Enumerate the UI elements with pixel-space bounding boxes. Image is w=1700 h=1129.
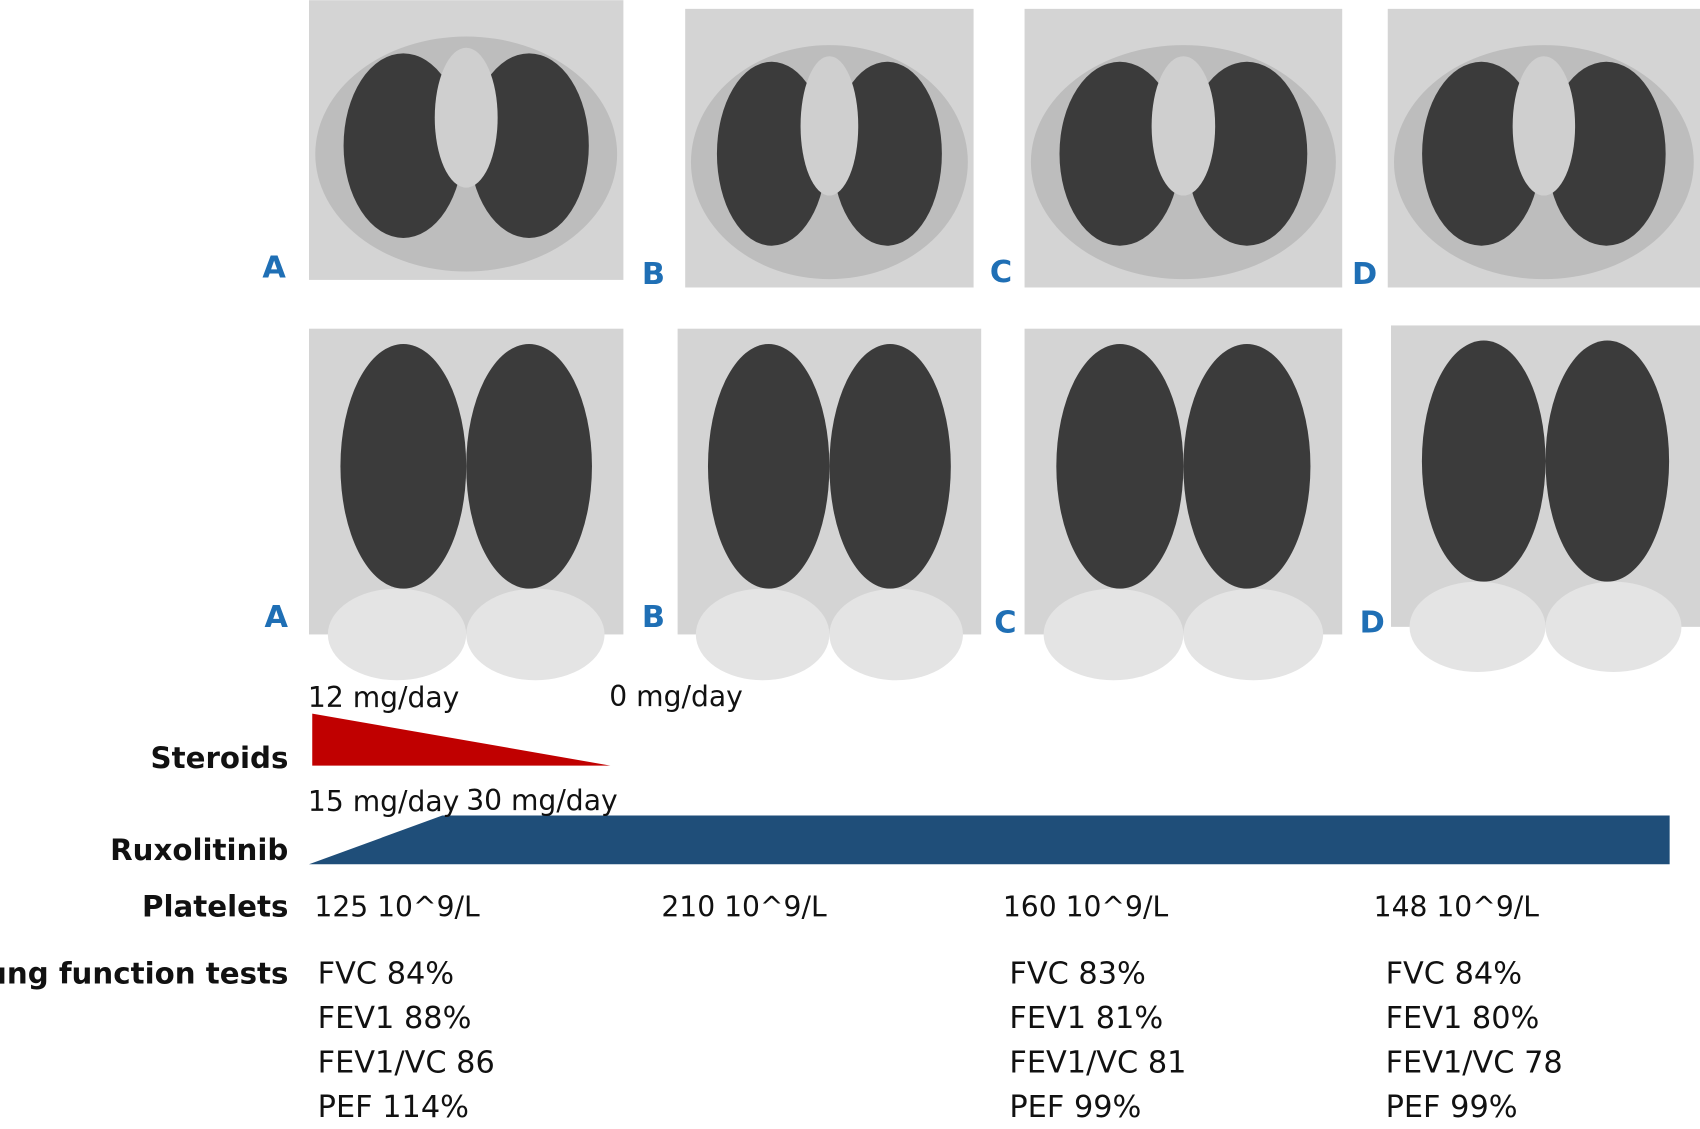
lung-test: FVC 83% <box>1009 957 1146 992</box>
lung-test: FEV1/VC 81 <box>1009 1045 1186 1080</box>
lung <box>1186 61 1308 246</box>
lung-test: PEF 99% <box>1386 1090 1518 1125</box>
panel-label: D <box>1360 605 1385 640</box>
diaphragm <box>829 588 963 681</box>
platelet-count: 210 10^9/L <box>661 890 827 923</box>
diaphragm <box>327 588 467 681</box>
row-label: Steroids <box>151 741 289 775</box>
diaphragm <box>695 588 830 681</box>
lung-test: FVC 84% <box>1386 957 1522 992</box>
lung-test: PEF 114% <box>318 1090 469 1125</box>
panel-label: C <box>990 255 1012 290</box>
lung <box>716 61 827 246</box>
platelet-count: 148 10^9/L <box>1374 890 1540 923</box>
lung <box>1056 343 1184 589</box>
lung-test: FEV1 81% <box>1009 1001 1163 1036</box>
panel-label: A <box>265 600 289 635</box>
lung-test: FEV1 88% <box>318 1001 472 1036</box>
panel-label: D <box>1352 257 1377 292</box>
diaphragm <box>466 588 605 681</box>
lung-test: FEV1/VC 86 <box>318 1045 495 1080</box>
mediastinum <box>1151 56 1216 196</box>
panel-label: C <box>994 605 1016 640</box>
lung <box>469 53 589 238</box>
diaphragm <box>1183 588 1324 681</box>
lung <box>1545 340 1670 582</box>
dose: 0 mg/day <box>609 680 743 713</box>
row-label: Platelets <box>142 889 288 923</box>
mediastinum <box>1512 56 1576 196</box>
lung <box>832 61 942 246</box>
lung <box>466 343 592 589</box>
lung <box>1422 61 1541 246</box>
panel-label: A <box>262 251 286 286</box>
lung-test: FVC 84% <box>318 957 455 992</box>
platelet-count: 160 10^9/L <box>1003 890 1169 923</box>
lung <box>829 343 951 589</box>
lung <box>1183 343 1311 589</box>
lung <box>1059 61 1181 246</box>
row-label: Lung function tests <box>0 957 288 991</box>
panel-label: B <box>642 600 665 635</box>
panel-label: B <box>642 257 665 292</box>
row-label: Ruxolitinib <box>110 833 288 867</box>
lung <box>1421 340 1546 582</box>
lung-test: FEV1 80% <box>1386 1001 1540 1036</box>
ruxolitinib-bar <box>308 815 1670 865</box>
lung <box>343 53 464 238</box>
dose: 15 mg/day <box>308 785 459 818</box>
mediastinum <box>434 47 498 188</box>
lung <box>340 343 467 589</box>
lung-test: PEF 99% <box>1009 1090 1141 1125</box>
diaphragm <box>1409 581 1546 673</box>
platelet-count: 125 10^9/L <box>314 890 480 923</box>
diaphragm <box>1545 581 1682 673</box>
lung <box>1547 61 1666 246</box>
lung <box>707 343 830 589</box>
steroids-taper <box>312 713 611 766</box>
diaphragm <box>1043 588 1184 681</box>
mediastinum <box>800 56 859 196</box>
dose: 12 mg/day <box>308 681 459 714</box>
dose: 30 mg/day <box>466 784 617 817</box>
lung-test: FEV1/VC 78 <box>1386 1045 1563 1080</box>
